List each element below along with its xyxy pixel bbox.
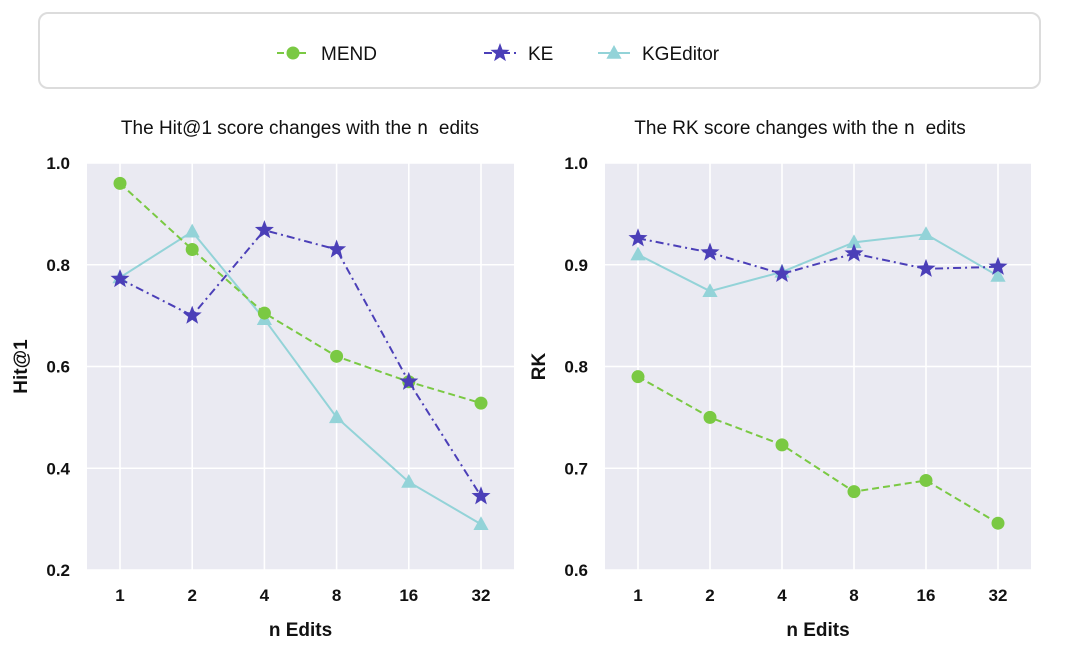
series-ke xyxy=(110,220,491,505)
x-tick-label: 1 xyxy=(633,586,642,605)
y-tick-label: 0.6 xyxy=(564,561,588,580)
data-point-mend xyxy=(703,410,717,424)
y-tick-label: 0.8 xyxy=(564,358,588,377)
series-kgeditor xyxy=(630,226,1006,297)
legend-label-mend: MEND xyxy=(321,44,377,65)
data-point-kgeditor xyxy=(184,223,200,238)
data-point-ke xyxy=(327,239,347,258)
x-tick-label: 8 xyxy=(849,586,858,605)
legend-item-mend: MEND xyxy=(277,44,377,65)
data-point-ke xyxy=(988,256,1008,275)
data-point-kgeditor xyxy=(329,409,345,424)
series-line-kgeditor xyxy=(637,233,999,293)
x-tick-label: 1 xyxy=(115,586,124,605)
series-mend xyxy=(113,176,488,410)
data-point-ke xyxy=(772,263,792,282)
data-point-mend xyxy=(919,473,933,487)
legend-item-ke: KE xyxy=(484,43,553,65)
x-tick-label: 2 xyxy=(187,586,196,605)
series-line-mend xyxy=(637,375,999,525)
y-axis-label: Hit@1 xyxy=(11,339,32,394)
data-point-mend xyxy=(775,438,789,452)
hit-at-1-chart: 0.2 0.4 0.6 0.8 1.0 1 2 4 8 16 32 The Hit@1 score c… xyxy=(11,117,514,641)
data-point-ke xyxy=(182,305,202,324)
data-point-mend xyxy=(185,242,199,256)
data-point-ke xyxy=(700,242,720,261)
data-point-ke xyxy=(844,243,864,262)
series-mend xyxy=(631,370,1005,530)
x-axis-label: n Edits xyxy=(786,620,849,641)
data-point-ke xyxy=(471,486,491,505)
data-point-kgeditor xyxy=(401,473,417,488)
y-tick-label: 0.6 xyxy=(46,358,70,377)
x-axis-label: n Edits xyxy=(269,620,332,641)
y-tick-label: 1.0 xyxy=(46,154,70,173)
data-point-kgeditor xyxy=(918,226,934,240)
legend-label-kgeditor: KGEditor xyxy=(642,44,720,65)
series-line-ke xyxy=(637,237,999,275)
chart-title: The RK score changes with the n edits xyxy=(634,117,965,139)
y-tick-label: 0.7 xyxy=(564,459,588,478)
legend-marker-mend xyxy=(286,46,300,60)
legend-label-ke: KE xyxy=(528,44,553,65)
data-point-mend xyxy=(847,485,861,499)
x-tick-label: 32 xyxy=(989,586,1008,605)
legend-item-kgeditor: KGEditor xyxy=(598,44,720,65)
data-point-kgeditor xyxy=(846,234,862,249)
data-point-kgeditor xyxy=(702,283,718,297)
legend-marker-ke xyxy=(490,43,510,62)
legend-marker-kgeditor xyxy=(606,45,622,59)
legend: MEND KE KGEditor xyxy=(277,43,720,65)
y-tick-label: 1.0 xyxy=(564,154,588,173)
x-tick-label: 16 xyxy=(399,586,418,605)
data-point-ke xyxy=(628,228,648,247)
data-point-ke xyxy=(399,371,419,390)
data-point-ke xyxy=(110,268,130,288)
legend-box xyxy=(38,12,1041,89)
data-point-ke xyxy=(254,220,274,239)
y-tick-label: 0.2 xyxy=(46,561,70,580)
y-tick-label: 0.4 xyxy=(46,459,70,478)
x-tick-label: 16 xyxy=(917,586,936,605)
x-tick-label: 8 xyxy=(332,586,341,605)
data-point-mend xyxy=(474,396,488,410)
chart-title: The Hit@1 score changes with the n edits xyxy=(121,117,479,139)
y-tick-label: 0.9 xyxy=(564,256,588,275)
data-point-ke xyxy=(916,258,936,277)
data-point-mend xyxy=(330,349,344,363)
x-tick-label: 2 xyxy=(705,586,714,605)
rk-chart: 0.6 0.7 0.8 0.9 1.0 1 2 4 8 16 32 The RK score chan… xyxy=(529,117,1031,641)
x-tick-label: 32 xyxy=(472,586,491,605)
data-point-kgeditor xyxy=(990,267,1006,282)
data-point-kgeditor xyxy=(630,246,646,261)
x-tick-label: 4 xyxy=(777,586,787,605)
series-line-mend xyxy=(119,182,482,405)
data-point-mend xyxy=(257,306,271,320)
data-point-kgeditor xyxy=(473,516,489,530)
data-point-mend xyxy=(631,370,645,384)
y-axis-label: RK xyxy=(529,353,550,381)
series-ke xyxy=(628,228,1008,282)
series-line-ke xyxy=(119,229,482,497)
data-point-mend xyxy=(113,176,127,190)
y-tick-label: 0.8 xyxy=(46,256,70,275)
data-point-mend xyxy=(991,516,1005,530)
x-tick-label: 4 xyxy=(260,586,270,605)
